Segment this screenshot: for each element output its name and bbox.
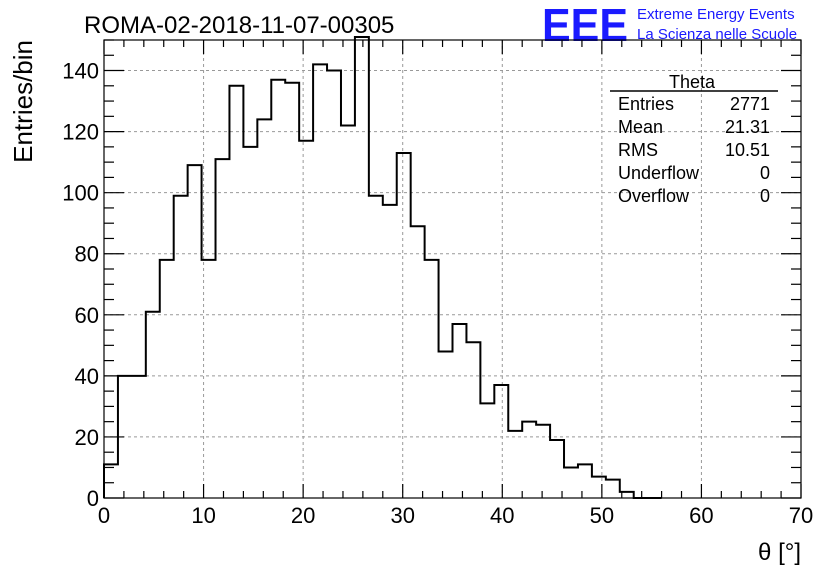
x-tick-label: 30 xyxy=(390,503,414,528)
stats-row-value: 10.51 xyxy=(725,140,770,160)
x-tick-labels: 0 10 20 30 40 50 60 70 xyxy=(98,503,813,528)
stats-row-label: RMS xyxy=(618,140,658,160)
y-tick-label: 0 xyxy=(87,486,99,511)
eee-logo-line2: La Scienza nelle Scuole xyxy=(637,26,797,43)
x-tick-label: 10 xyxy=(191,503,215,528)
plot-frame xyxy=(103,39,802,499)
x-tick-label: 20 xyxy=(291,503,315,528)
stats-row-value: 0 xyxy=(760,186,770,206)
stats-row-label: Entries xyxy=(618,94,674,114)
chart-title: ROMA-02-2018-11-07-00305 xyxy=(84,12,394,39)
y-tick-labels: 0 20 40 60 80 100 120 140 xyxy=(62,59,99,511)
x-tick-label: 50 xyxy=(590,503,614,528)
stats-row-value: 2771 xyxy=(730,94,770,114)
x-tick-label: 70 xyxy=(789,503,813,528)
eee-logo: EEE Extreme Energy Events La Scienza nel… xyxy=(542,0,797,51)
eee-logo-line1: Extreme Energy Events xyxy=(637,6,795,23)
y-axis-label: Entries/bin xyxy=(8,40,38,163)
x-axis-label: θ [°] xyxy=(758,539,801,566)
grid-lines xyxy=(104,40,801,498)
y-tick-label: 40 xyxy=(75,364,99,389)
stats-row-value: 0 xyxy=(760,163,770,183)
stats-row-value: 21.31 xyxy=(725,117,770,137)
eee-logo-letters: EEE xyxy=(542,0,628,51)
stats-title: Theta xyxy=(669,72,716,92)
y-tick-label: 140 xyxy=(62,59,99,84)
y-tick-label: 120 xyxy=(62,120,99,145)
stats-rows: Entries 2771 Mean 21.31 RMS 10.51 Underflow 0 Ov… xyxy=(618,94,770,206)
y-tick-label: 100 xyxy=(62,181,99,206)
x-tick-label: 40 xyxy=(490,503,514,528)
histogram-line xyxy=(103,35,662,499)
axis-ticks xyxy=(103,39,802,499)
x-tick-label: 0 xyxy=(98,503,110,528)
y-tick-label: 80 xyxy=(75,242,99,267)
stats-row-label: Overflow xyxy=(618,186,690,206)
y-tick-label: 20 xyxy=(75,425,99,450)
stats-row-label: Underflow xyxy=(618,163,700,183)
stats-row-label: Mean xyxy=(618,117,663,137)
y-tick-label: 60 xyxy=(75,303,99,328)
stats-box: Theta Entries 2771 Mean 21.31 RMS 10.51 Underf… xyxy=(610,72,778,206)
x-tick-label: 60 xyxy=(689,503,713,528)
